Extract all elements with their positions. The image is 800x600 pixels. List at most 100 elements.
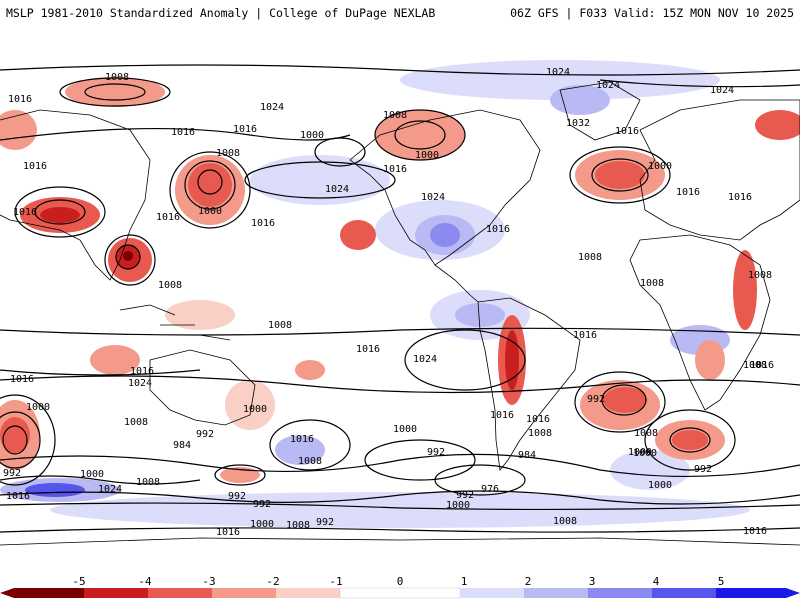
isobar-label: 1016: [490, 410, 514, 421]
isobar-label: 1016: [526, 414, 550, 425]
isobar-label: 1000: [80, 469, 104, 480]
anomaly-negative: [595, 161, 645, 189]
isobar-label: 1024: [421, 192, 445, 203]
anomaly-positive: [610, 450, 690, 490]
isobar: [0, 490, 800, 505]
isobar-label: 1000: [300, 130, 324, 141]
isobar-label: 1000: [243, 404, 267, 415]
isobar: [197, 169, 223, 195]
isobar-label: 1000: [648, 161, 672, 172]
isobar-label: 1016: [13, 207, 37, 218]
colorbar-swatch: [339, 587, 461, 599]
colorbar-swatch: [524, 588, 588, 598]
isobar-label: 1008: [216, 148, 240, 159]
anomaly-negative: [225, 380, 275, 430]
colorbar-swatch: [716, 588, 786, 598]
anomaly-positive: [50, 492, 750, 528]
isobar: [0, 375, 800, 394]
isobar-label: 992: [253, 499, 271, 510]
isobar: [14, 186, 106, 238]
isobar-label: 1016: [750, 360, 774, 371]
isobar: [244, 161, 396, 199]
isobar-label: 1008: [748, 270, 772, 281]
isobar-label: 1000: [198, 206, 222, 217]
isobar-label: 992: [587, 394, 605, 405]
isobar-label: 1016: [156, 212, 180, 223]
isobar-label: 1008: [158, 280, 182, 291]
isobar-label: 1008: [124, 417, 148, 428]
colorbar-swatch: [652, 588, 716, 598]
isobar: [599, 79, 800, 88]
isobar-label: 992: [196, 429, 214, 440]
isobar: [104, 234, 156, 286]
isobar-label: 1016: [233, 124, 257, 135]
isobar: [34, 199, 86, 225]
asia-west-outline: [0, 109, 151, 281]
colorbar-tick: -4: [138, 575, 152, 588]
isobar: [644, 409, 736, 471]
isobar: [0, 394, 56, 486]
south-america-outline: [477, 297, 581, 471]
isobar-label: 1000: [628, 447, 652, 458]
isobar-label: 1008: [136, 477, 160, 488]
anomaly-positive: [275, 435, 325, 465]
isobar-label: 1016: [573, 330, 597, 341]
isobar: [601, 384, 647, 416]
isobar-label: 1024: [596, 80, 620, 91]
isobar-label: 1016: [251, 218, 275, 229]
colorbar-swatch: [588, 588, 652, 598]
isobars: [0, 64, 800, 533]
isobar-label: 1016: [383, 164, 407, 175]
colorbar-swatch: [276, 588, 340, 598]
isobar: [0, 327, 800, 336]
isobar: [269, 419, 351, 471]
anomaly-positive: [250, 155, 390, 205]
isobar-label: 992: [316, 517, 334, 528]
isobar: [374, 109, 466, 161]
isobar-label: 1032: [566, 118, 590, 129]
map-title: MSLP 1981-2010 Standardized Anomaly | Co…: [6, 6, 436, 20]
isobar-label: 1024: [710, 85, 734, 96]
isobar-label: 1016: [216, 527, 240, 538]
colorbar-tick: -2: [266, 575, 280, 588]
colorbar-swatch: [148, 588, 212, 598]
isobar: [59, 77, 171, 107]
anomaly-map: 1008 1024 1024 1024 1024 1032 1016 1016 …: [0, 40, 800, 560]
isobar-label: 1000: [415, 150, 439, 161]
anomaly-fills: [0, 60, 800, 528]
north-america-outline: [349, 109, 541, 266]
isobar-label: 1000: [446, 500, 470, 511]
anomaly-negative: [0, 110, 37, 150]
isobar-label: 1000: [648, 480, 672, 491]
isobar-label: 1016: [728, 192, 752, 203]
isobar-label: 1016: [676, 187, 700, 198]
colorbar-swatch: [460, 588, 524, 598]
isobar-label: 1016: [130, 366, 154, 377]
colorbar-tick: 2: [524, 575, 532, 588]
isobar-label: 992: [456, 490, 474, 501]
isobar: [574, 371, 666, 433]
isobar-label: 1016: [6, 491, 30, 502]
isobar-label: 1000: [633, 448, 657, 459]
isobar: [84, 83, 146, 101]
isobar-label: 1008: [268, 320, 292, 331]
colorbar-tick: -5: [72, 575, 86, 588]
anomaly-negative: [40, 207, 80, 223]
isobar-label: 1008: [553, 516, 577, 527]
anomaly-positive: [400, 60, 720, 100]
isobar-label: 1016: [171, 127, 195, 138]
isobar: [214, 464, 266, 486]
anomaly-negative: [375, 110, 465, 160]
isobar: [0, 64, 800, 76]
isobar-label: 1024: [98, 484, 122, 495]
anomaly-negative: [603, 387, 647, 413]
isobar-label: 1008: [640, 278, 664, 289]
anomaly-negative: [505, 330, 519, 390]
isobar: [569, 146, 671, 204]
anomaly-positive: [430, 223, 460, 247]
anomaly-positive: [455, 303, 505, 327]
anomaly-negative: [0, 417, 30, 453]
isobar: [2, 425, 28, 455]
isobar-label: 1024: [260, 102, 284, 113]
isobar-labels: 1008 1024 1024 1024 1024 1032 1016 1016 …: [3, 67, 774, 538]
